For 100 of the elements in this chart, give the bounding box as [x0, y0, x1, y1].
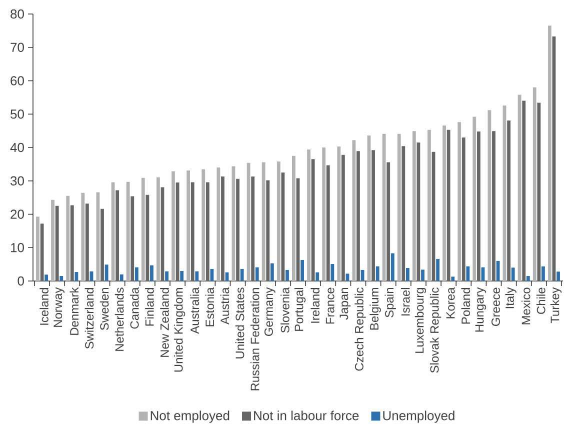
- bar: [522, 100, 526, 281]
- bar: [532, 87, 536, 281]
- bar: [134, 267, 138, 281]
- bar: [436, 258, 440, 281]
- bar: [292, 156, 296, 281]
- bar: [428, 130, 431, 281]
- x-tick-label: Canada: [130, 287, 139, 329]
- bar: [402, 146, 406, 281]
- bar: [542, 266, 545, 281]
- bar: [270, 263, 274, 281]
- bar: [492, 131, 496, 281]
- bar: [307, 150, 310, 281]
- bar: [346, 274, 350, 281]
- bar: [165, 271, 168, 281]
- x-tick-label: Mexico: [521, 288, 530, 324]
- bar: [518, 94, 522, 281]
- legend-label: Not in labour force: [254, 410, 359, 420]
- bar: [120, 274, 124, 281]
- x-tick-label: Luxembourg: [414, 288, 426, 353]
- x-tick-label: Chile: [536, 288, 546, 314]
- bar: [488, 110, 492, 281]
- y-tick-label: 70: [10, 42, 24, 52]
- bar: [311, 159, 315, 281]
- bar: [81, 192, 85, 281]
- bar: [262, 162, 266, 281]
- bar: [326, 165, 330, 281]
- x-tick-label: Slovenia: [280, 287, 290, 333]
- x-tick-label: United States: [235, 288, 244, 358]
- bar: [330, 264, 334, 281]
- x-tick-label: Korea: [446, 287, 455, 318]
- x-tick-label: Austria: [220, 287, 230, 325]
- x-tick-label: Slovak Republic: [430, 288, 442, 373]
- bar: [356, 151, 360, 281]
- bar: [397, 134, 401, 281]
- bar: [462, 137, 466, 281]
- x-tick-label: Finland: [145, 288, 154, 326]
- bar: [221, 176, 224, 281]
- bar: [44, 274, 48, 281]
- x-tick-label: New Zealand: [160, 288, 169, 357]
- bar: [240, 268, 244, 281]
- x-tick-label: Japan: [340, 288, 351, 320]
- bar: [451, 276, 455, 281]
- x-tick-label: Denmark: [70, 287, 79, 335]
- bar: [446, 130, 450, 281]
- bar: [206, 182, 210, 281]
- x-tick-label: Hungary: [475, 287, 486, 332]
- bar: [337, 146, 341, 281]
- bar: [156, 177, 160, 281]
- x-tick-label: Portugal: [294, 288, 306, 331]
- x-tick-label: Greece: [492, 288, 500, 326]
- bar: [251, 176, 255, 281]
- bar: [190, 182, 194, 281]
- bar: [341, 154, 345, 281]
- x-tick-label: United Kingdom: [174, 288, 186, 372]
- bar: [126, 182, 130, 281]
- bar: [66, 196, 70, 281]
- bar: [476, 131, 480, 281]
- bar: [186, 170, 190, 281]
- bar: [276, 162, 280, 281]
- x-tick-label: Sweden: [100, 288, 109, 330]
- bar: [195, 271, 199, 281]
- y-tick-label: 30: [10, 176, 24, 186]
- bar: [421, 270, 424, 281]
- bar: [548, 26, 552, 281]
- bar: [286, 270, 289, 281]
- bar: [352, 140, 356, 281]
- x-tick-label: Estonia: [205, 287, 214, 326]
- bar: [526, 276, 530, 281]
- x-tick-label: Germany: [264, 287, 276, 336]
- bar: [300, 260, 304, 281]
- bar: [202, 169, 206, 281]
- y-tick-label: 10: [10, 243, 24, 252]
- y-tick-label: 60: [10, 76, 24, 86]
- x-tick-label: Russian Federation: [250, 288, 260, 390]
- bar: [236, 178, 240, 281]
- bar: [266, 180, 270, 281]
- bar: [537, 102, 541, 281]
- x-tick-label: Norway: [54, 287, 64, 327]
- x-tick-label: Belgium: [370, 288, 381, 330]
- bar: [316, 272, 320, 281]
- bar: [412, 131, 416, 281]
- bar: [376, 266, 380, 281]
- bar: [511, 268, 515, 281]
- bar: [507, 120, 511, 281]
- bar: [86, 204, 89, 281]
- bar: [458, 122, 462, 281]
- legend-label: Not employed: [150, 410, 230, 423]
- bar: [100, 208, 104, 281]
- x-tick-label: Poland: [461, 288, 470, 324]
- bar: [442, 125, 446, 281]
- bar: [180, 270, 184, 281]
- bar: [255, 267, 259, 281]
- y-tick-label: 50: [10, 110, 24, 119]
- bar: [466, 266, 470, 281]
- bar: [141, 178, 145, 281]
- bar: [372, 150, 375, 281]
- bar: [60, 276, 64, 281]
- bar: [51, 200, 54, 281]
- bar: [406, 268, 410, 281]
- x-tick-label: Ireland: [310, 288, 320, 323]
